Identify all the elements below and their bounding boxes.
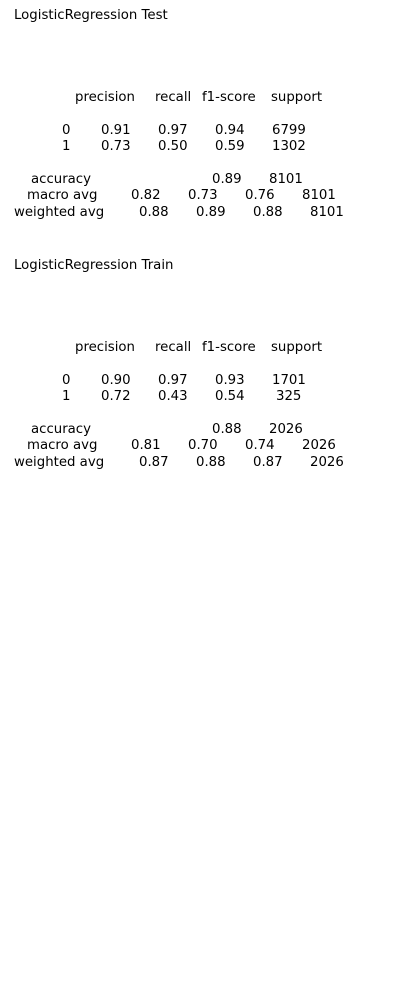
cell-precision: 0.91 [101, 123, 131, 138]
cell-recall: 0.88 [196, 455, 226, 470]
cell-f1: 0.94 [215, 123, 245, 138]
cell-f1: 0.59 [215, 139, 245, 154]
cell-f1: 0.88 [253, 205, 283, 220]
cell-f1: 0.87 [253, 455, 283, 470]
row-label: macro avg [27, 438, 98, 453]
cell-precision: 0.82 [131, 188, 161, 203]
report-title-test: LogisticRegression Test [14, 8, 168, 23]
cell-support: 8101 [310, 205, 344, 220]
row-label: accuracy [31, 422, 91, 437]
cell-f1: 0.88 [212, 422, 242, 437]
cell-precision: 0.87 [139, 455, 169, 470]
cell-recall: 0.70 [188, 438, 218, 453]
cell-recall: 0.50 [158, 139, 188, 154]
cell-support: 6799 [272, 123, 306, 138]
classification-report-test: precision recall f1-score support 0 0.91… [14, 90, 344, 737]
cell-support: 2026 [310, 455, 344, 470]
cell-support: 1302 [272, 139, 306, 154]
row-label: weighted avg [14, 455, 105, 470]
cell-precision: 0.88 [139, 205, 169, 220]
header-support: support [271, 90, 323, 105]
cell-recall: 0.43 [158, 389, 188, 404]
cell-f1: 0.76 [245, 188, 275, 203]
header-f1: f1-score [202, 340, 256, 355]
header-recall: recall [155, 90, 192, 105]
cell-support: 8101 [269, 172, 303, 187]
header-support: support [271, 340, 323, 355]
cell-precision: 0.72 [101, 389, 131, 404]
row-label: weighted avg [14, 205, 105, 220]
report-title-train: LogisticRegression Train [14, 258, 174, 273]
cell-f1: 0.74 [245, 438, 275, 453]
row-label: 1 [62, 139, 71, 154]
cell-recall: 0.73 [188, 188, 218, 203]
cell-precision: 0.81 [131, 438, 161, 453]
cell-support: 325 [276, 389, 302, 404]
classification-report-train: precision recall f1-score support 0 0.90… [14, 340, 344, 987]
cell-f1: 0.89 [212, 172, 242, 187]
cell-support: 8101 [302, 188, 336, 203]
header-recall: recall [155, 340, 192, 355]
header-precision: precision [75, 340, 135, 355]
row-label: 1 [62, 389, 71, 404]
row-label: macro avg [27, 188, 98, 203]
cell-f1: 0.54 [215, 389, 245, 404]
row-label: accuracy [31, 172, 91, 187]
cell-precision: 0.90 [101, 373, 131, 388]
cell-recall: 0.97 [158, 123, 188, 138]
cell-support: 1701 [272, 373, 306, 388]
row-label: 0 [62, 373, 71, 388]
cell-support: 2026 [302, 438, 336, 453]
cell-recall: 0.97 [158, 373, 188, 388]
row-label: 0 [62, 123, 71, 138]
cell-support: 2026 [269, 422, 303, 437]
header-precision: precision [75, 90, 135, 105]
cell-precision: 0.73 [101, 139, 131, 154]
cell-f1: 0.93 [215, 373, 245, 388]
cell-recall: 0.89 [196, 205, 226, 220]
header-f1: f1-score [202, 90, 256, 105]
